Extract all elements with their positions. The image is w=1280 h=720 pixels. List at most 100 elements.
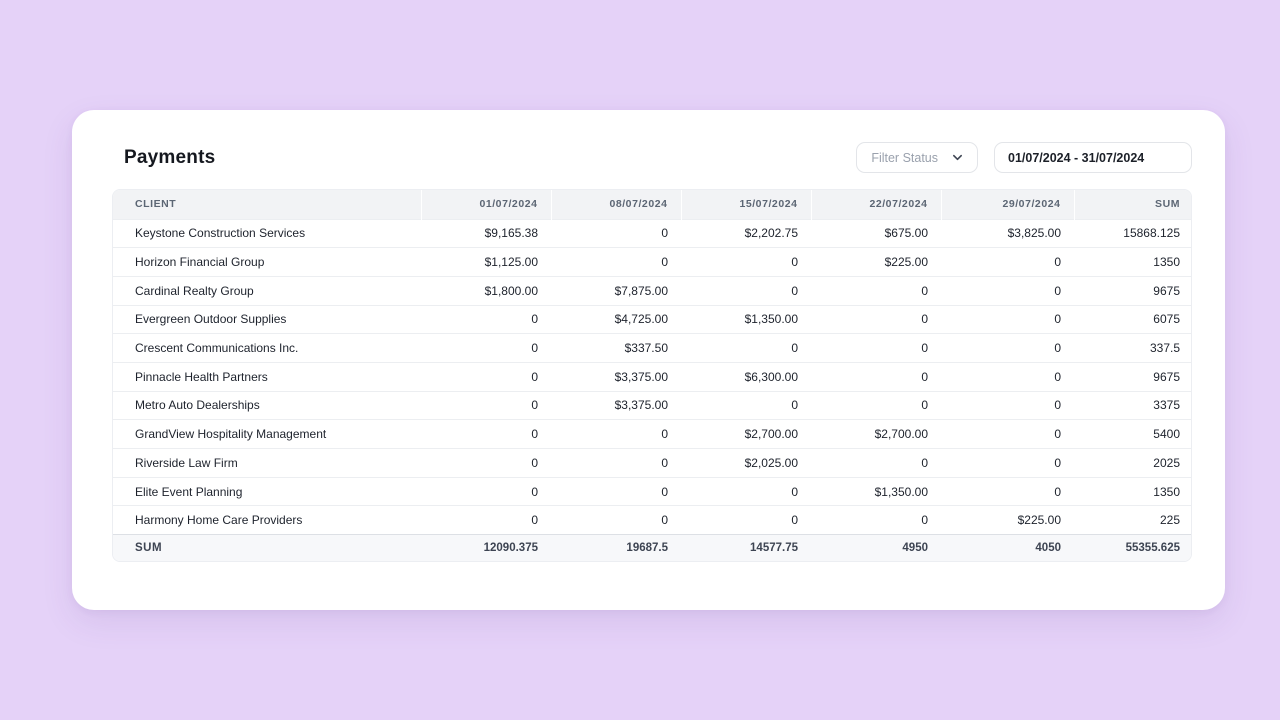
table-header-row: CLIENT 01/07/2024 08/07/2024 15/07/2024 …	[113, 190, 1191, 219]
amount-cell: $225.00	[811, 247, 941, 277]
table-row: Pinnacle Health Partners 0 $3,375.00 $6,300…	[113, 361, 1191, 392]
column-header-date-3: 15/07/2024	[680, 190, 811, 219]
amount-cell: $1,800.00	[421, 275, 551, 306]
amount-cell: $3,375.00	[551, 390, 681, 420]
amount-cell: 0	[681, 275, 811, 306]
client-name: Cardinal Realty Group	[113, 275, 421, 306]
amount-cell: 15868.125	[1074, 218, 1191, 248]
column-header-sum: SUM	[1073, 190, 1191, 219]
amount-cell: 1350	[1074, 247, 1191, 277]
amount-cell: $6,300.00	[681, 361, 811, 392]
amount-cell: $9,165.38	[421, 218, 551, 248]
amount-cell: $2,025.00	[681, 448, 811, 478]
table-row: Metro Auto Dealerships 0 $3,375.00 0 0 0 3375	[113, 390, 1191, 420]
amount-cell: 0	[681, 505, 811, 535]
amount-cell: 0	[941, 247, 1074, 277]
payments-card: Payments Filter Status	[72, 110, 1225, 610]
amount-cell: 0	[941, 419, 1074, 449]
amount-cell: 337.5	[1074, 333, 1191, 363]
amount-cell: 0	[681, 333, 811, 363]
payments-table: CLIENT 01/07/2024 08/07/2024 15/07/2024 …	[113, 190, 1191, 561]
sum-cell: 19687.5	[551, 534, 681, 561]
client-name: Riverside Law Firm	[113, 448, 421, 478]
sum-cell: 12090.375	[421, 534, 551, 561]
client-name: Metro Auto Dealerships	[113, 390, 421, 420]
amount-cell: 0	[941, 390, 1074, 420]
amount-cell: 0	[811, 448, 941, 478]
amount-cell: 0	[941, 448, 1074, 478]
amount-cell: $675.00	[811, 218, 941, 248]
page-title: Payments	[124, 146, 216, 168]
amount-cell: 0	[941, 476, 1074, 506]
amount-cell: 3375	[1074, 390, 1191, 420]
client-name: Keystone Construction Services	[113, 218, 421, 248]
amount-cell: 1350	[1074, 476, 1191, 506]
sum-cell: 55355.625	[1074, 534, 1191, 561]
amount-cell: $3,825.00	[941, 218, 1074, 248]
amount-cell: $1,350.00	[811, 476, 941, 506]
amount-cell: 0	[551, 448, 681, 478]
amount-cell: 0	[681, 476, 811, 506]
amount-cell: 0	[551, 218, 681, 248]
date-range-input[interactable]	[994, 142, 1192, 173]
column-header-client: CLIENT	[113, 190, 421, 219]
sum-cell: 4950	[811, 534, 941, 561]
amount-cell: 0	[551, 419, 681, 449]
amount-cell: 225	[1074, 505, 1191, 535]
amount-cell: 0	[811, 275, 941, 306]
amount-cell: 0	[421, 448, 551, 478]
amount-cell: $1,125.00	[421, 247, 551, 277]
column-header-date-2: 08/07/2024	[550, 190, 681, 219]
amount-cell: $7,875.00	[551, 275, 681, 306]
amount-cell: 0	[421, 390, 551, 420]
table-row: Keystone Construction Services $9,165.38 0…	[113, 218, 1191, 248]
amount-cell: 0	[421, 505, 551, 535]
toolbar: Filter Status	[856, 142, 1192, 173]
amount-cell: $2,202.75	[681, 218, 811, 248]
table-row: Riverside Law Firm 0 0 $2,025.00 0 0 2025	[113, 448, 1191, 478]
amount-cell: 0	[421, 361, 551, 392]
filter-status-label: Filter Status	[871, 150, 938, 165]
amount-cell: $2,700.00	[681, 419, 811, 449]
client-name: Crescent Communications Inc.	[113, 333, 421, 363]
table-row: Evergreen Outdoor Supplies 0 $4,725.00 $1,3…	[113, 304, 1191, 334]
amount-cell: 9675	[1074, 275, 1191, 306]
client-name: Horizon Financial Group	[113, 247, 421, 277]
filter-status-dropdown[interactable]: Filter Status	[856, 142, 978, 173]
amount-cell: $1,350.00	[681, 304, 811, 334]
amount-cell: $2,700.00	[811, 419, 941, 449]
client-name: Evergreen Outdoor Supplies	[113, 304, 421, 334]
amount-cell: 0	[681, 390, 811, 420]
amount-cell: $3,375.00	[551, 361, 681, 392]
amount-cell: 0	[421, 304, 551, 334]
amount-cell: 6075	[1074, 304, 1191, 334]
table-row: Horizon Financial Group $1,125.00 0 0 $225.0…	[113, 247, 1191, 277]
amount-cell: $337.50	[551, 333, 681, 363]
amount-cell: 0	[941, 275, 1074, 306]
chevron-down-icon	[953, 154, 962, 161]
amount-cell: 0	[421, 476, 551, 506]
amount-cell: $225.00	[941, 505, 1074, 535]
card-header: Payments Filter Status	[72, 110, 1225, 173]
sum-cell: 14577.75	[681, 534, 811, 561]
amount-cell: 0	[681, 247, 811, 277]
client-name: Elite Event Planning	[113, 476, 421, 506]
payments-table-body: Keystone Construction Services $9,165.38 0…	[113, 218, 1191, 535]
payments-table-container: CLIENT 01/07/2024 08/07/2024 15/07/2024 …	[112, 189, 1192, 562]
table-row: Cardinal Realty Group $1,800.00 $7,875.00 0…	[113, 275, 1191, 306]
sum-cell: 4050	[941, 534, 1074, 561]
amount-cell: 9675	[1074, 361, 1191, 392]
table-row: Harmony Home Care Providers 0 0 0 0 $225.00 22…	[113, 505, 1191, 535]
amount-cell: 0	[811, 390, 941, 420]
client-name: GrandView Hospitality Management	[113, 419, 421, 449]
amount-cell: 0	[421, 333, 551, 363]
amount-cell: 0	[551, 505, 681, 535]
column-header-date-5: 29/07/2024	[940, 190, 1074, 219]
amount-cell: 0	[421, 419, 551, 449]
amount-cell: 0	[811, 505, 941, 535]
client-name: Pinnacle Health Partners	[113, 361, 421, 392]
sum-row-label: SUM	[113, 534, 421, 561]
amount-cell: 0	[941, 361, 1074, 392]
column-header-date-1: 01/07/2024	[420, 190, 551, 219]
